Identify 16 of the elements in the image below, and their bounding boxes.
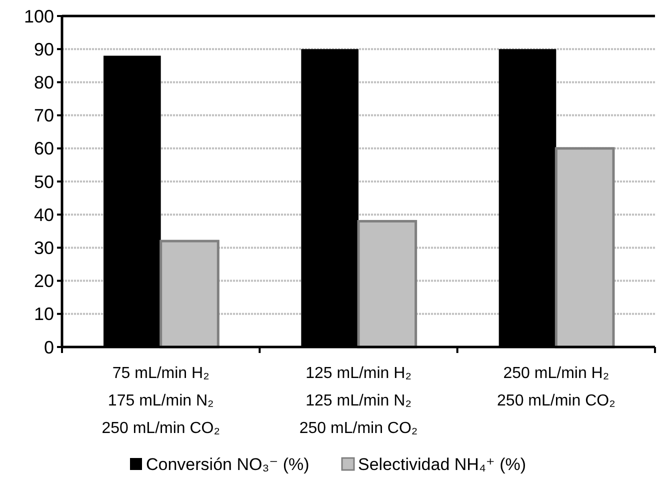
y-tick-label: 20 bbox=[34, 271, 54, 292]
y-tick-label: 80 bbox=[34, 72, 54, 92]
x-tick-label: 75 mL/min H₂ 175 mL/min N₂ 250 mL/min CO₂ bbox=[102, 365, 220, 437]
y-tick-label: 100 bbox=[24, 6, 54, 26]
legend-label: Selectividad NH₄⁺ (%) bbox=[358, 455, 526, 474]
y-tick-label: 60 bbox=[34, 138, 54, 159]
legend-label: Conversión NO₃⁻ (%) bbox=[146, 455, 310, 474]
x-tick-label: 250 mL/min H₂ 250 mL/min CO₂ bbox=[497, 365, 616, 410]
y-tick-label: 30 bbox=[34, 238, 54, 258]
y-tick-label: 90 bbox=[34, 39, 54, 60]
y-tick-label: 40 bbox=[34, 204, 54, 225]
y-tick-label: 10 bbox=[34, 304, 54, 324]
y-tick-label: 0 bbox=[44, 337, 54, 358]
y-tick-label: 70 bbox=[34, 106, 54, 126]
x-tick-label: 125 mL/min H₂ 125 mL/min N₂ 250 mL/min CO₂ bbox=[299, 365, 418, 437]
y-tick-label: 50 bbox=[34, 172, 54, 192]
